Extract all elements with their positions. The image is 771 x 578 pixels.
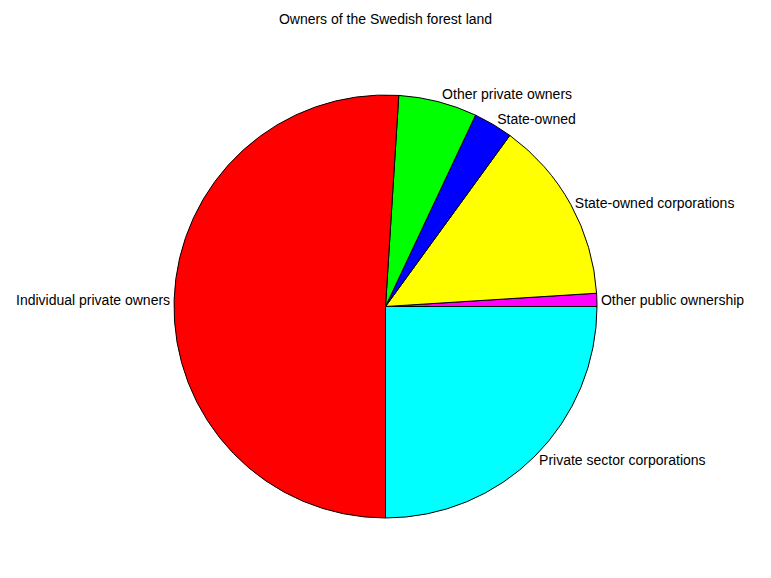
svg-text:Individual private owners: Individual private owners bbox=[16, 292, 170, 308]
svg-text:Other public ownership: Other public ownership bbox=[601, 292, 744, 308]
svg-text:Owners of the Swedish forest l: Owners of the Swedish forest land bbox=[279, 11, 492, 27]
svg-text:Other private owners: Other private owners bbox=[442, 86, 572, 102]
svg-text:State-owned corporations: State-owned corporations bbox=[575, 195, 735, 211]
svg-text:State-owned: State-owned bbox=[497, 111, 576, 127]
svg-text:Private sector corporations: Private sector corporations bbox=[539, 452, 706, 468]
